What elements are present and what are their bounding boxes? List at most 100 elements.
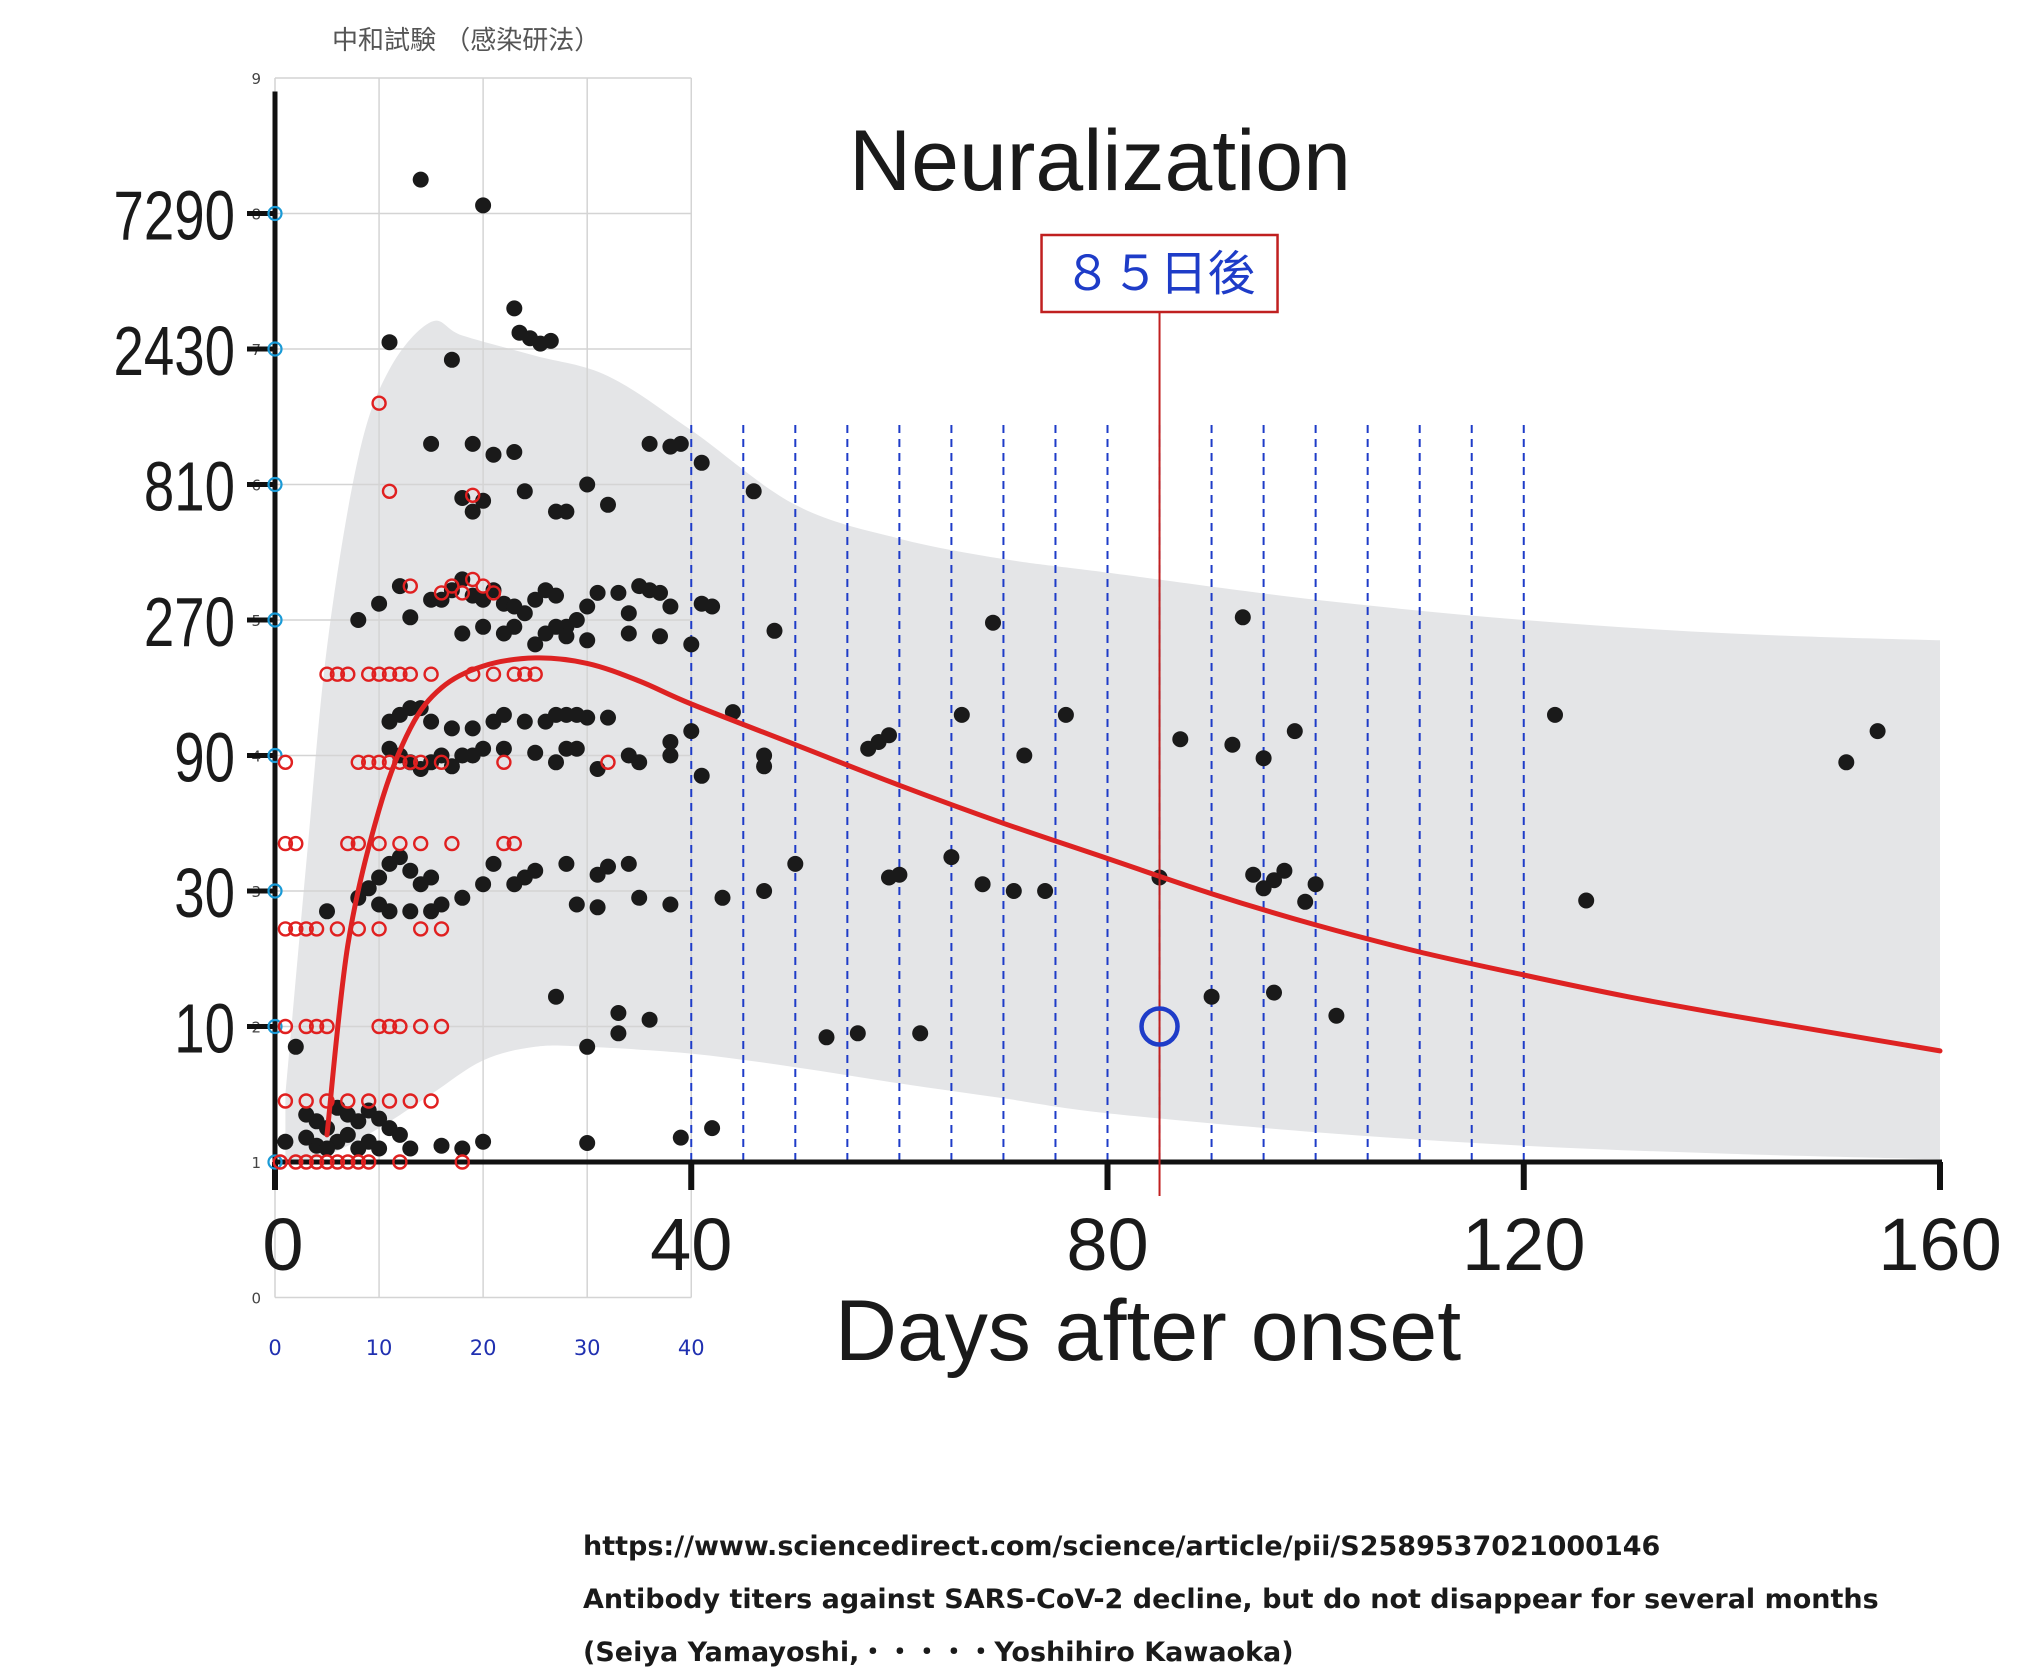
data-point-open <box>371 666 387 682</box>
y-tick-label: 7290 <box>114 177 235 255</box>
data-point-filled <box>1286 723 1303 740</box>
data-point-open <box>272 1154 288 1170</box>
data-point-filled <box>610 1025 627 1042</box>
data-point-filled <box>475 876 492 893</box>
chart-title: Neuralization <box>849 113 1351 209</box>
x-tick-label: 160 <box>1878 1203 2001 1286</box>
data-point-filled <box>516 605 533 622</box>
data-point-open <box>288 835 304 852</box>
data-point-filled <box>589 584 606 601</box>
reference-block: https://www.sciencedirect.com/science/ar… <box>583 1520 1879 1679</box>
y-tick-marker <box>267 476 283 493</box>
data-point-filled <box>1016 747 1033 764</box>
data-point-filled <box>277 1133 294 1150</box>
data-point-open <box>413 921 429 937</box>
data-point-filled <box>620 605 637 622</box>
data-point-filled <box>579 476 596 493</box>
data-point-filled <box>371 1110 388 1127</box>
vertical-guides <box>690 425 1525 1162</box>
data-point-open <box>329 666 346 682</box>
data-point-filled <box>568 740 585 757</box>
data-point-filled <box>641 435 658 452</box>
y-tick-marker <box>267 205 283 222</box>
data-point-filled <box>693 767 710 784</box>
data-point-filled <box>662 896 679 913</box>
data-point-open <box>350 1154 366 1170</box>
data-point-open <box>340 1093 356 1109</box>
y-tick-label: 10 <box>174 990 235 1068</box>
data-point-open <box>308 921 325 937</box>
data-point-filled <box>402 862 419 879</box>
data-point-filled <box>402 903 419 920</box>
data-point-filled <box>631 754 648 771</box>
confidence-band <box>285 320 1940 1162</box>
data-point-open <box>371 921 387 937</box>
data-point-filled <box>454 625 471 642</box>
data-point-filled <box>548 754 564 771</box>
x-tick-label: 0 <box>262 1203 303 1286</box>
data-point-filled <box>704 1120 721 1137</box>
data-point-open <box>465 487 481 503</box>
data-point-filled <box>319 903 335 920</box>
data-point-filled <box>339 1126 356 1143</box>
data-point-open <box>454 585 470 601</box>
data-point-filled <box>943 849 960 866</box>
data-point-filled <box>610 1005 627 1021</box>
y-tick-marker <box>267 747 283 764</box>
data-point-open <box>340 1154 356 1170</box>
data-point-open <box>308 1154 325 1170</box>
data-point-filled <box>600 858 616 875</box>
data-point-open <box>392 835 408 852</box>
data-point-open <box>402 754 418 770</box>
data-point-open <box>454 1154 470 1170</box>
data-point-open <box>517 666 533 682</box>
data-point-filled <box>423 713 440 730</box>
data-point-filled <box>589 761 606 777</box>
data-point-filled <box>542 332 559 349</box>
data-point-open <box>444 835 460 852</box>
data-point-open <box>433 1018 450 1035</box>
y-tick-marker <box>267 612 283 628</box>
y-tick-label: 30 <box>174 855 235 933</box>
data-point-filled <box>443 351 460 368</box>
data-point-open <box>277 1093 294 1109</box>
data-point-open <box>485 666 502 682</box>
data-point-filled <box>672 1129 689 1146</box>
data-point-filled <box>662 747 679 764</box>
data-point-open <box>319 1018 335 1035</box>
data-point-open <box>350 835 366 852</box>
data-point-filled <box>558 628 575 645</box>
inset-grid: 0102030400123456789 <box>251 70 704 1360</box>
data-point-open <box>361 666 377 682</box>
data-point-open <box>361 754 377 770</box>
data-point-open <box>298 921 314 937</box>
data-point-open <box>433 754 450 770</box>
data-point-filled <box>568 896 585 913</box>
data-point-open <box>277 754 294 770</box>
data-point-open <box>350 754 366 770</box>
data-point-filled <box>527 591 544 608</box>
data-point-open <box>277 835 294 852</box>
data-point-open <box>506 835 522 852</box>
data-point-filled <box>1255 750 1272 767</box>
y-tick-label: 270 <box>144 584 235 662</box>
data-point-filled <box>652 628 668 645</box>
data-point-filled <box>506 618 523 635</box>
data-point-filled <box>652 584 668 601</box>
data-point-filled <box>464 720 481 737</box>
data-point-filled <box>891 866 908 883</box>
inset-x-tick-label: 30 <box>574 1336 601 1360</box>
data-point-filled <box>464 503 481 520</box>
data-point-open <box>340 835 356 852</box>
data-point-open <box>402 578 418 594</box>
trend-curve-layer <box>324 655 1943 1138</box>
y-tick-label: 810 <box>144 448 235 526</box>
confidence-band-layer <box>285 320 1940 1162</box>
data-point-filled <box>402 609 419 626</box>
filled-points <box>277 171 1886 1157</box>
data-point-open <box>298 1154 314 1170</box>
data-point-open <box>277 1018 294 1035</box>
x-tick-label: 120 <box>1462 1203 1585 1286</box>
data-point-open <box>277 921 294 937</box>
data-point-open <box>288 921 304 937</box>
